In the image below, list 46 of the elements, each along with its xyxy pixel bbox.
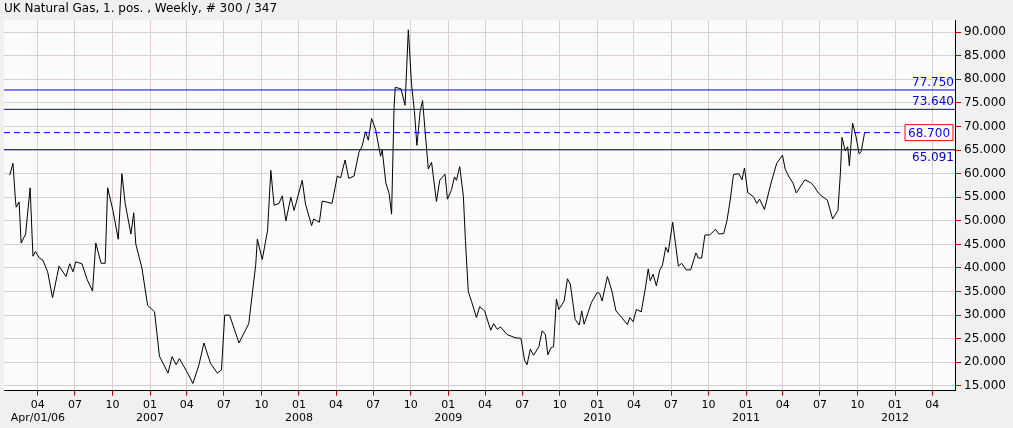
x-tick-label: 04 — [775, 398, 790, 412]
x-tick-label: 04 — [925, 398, 940, 412]
x-tick-label: 07 — [366, 398, 381, 412]
y-tick-label: 20.000 — [964, 354, 1007, 369]
y-tick-label: 15.000 — [964, 378, 1007, 393]
x-tick-label: 10 — [105, 398, 120, 412]
y-tick-label: 90.000 — [964, 24, 1007, 39]
y-tick-label: 50.000 — [964, 212, 1007, 227]
x-tick-label: 01 2008 — [284, 398, 313, 425]
x-tick-label: 04 — [626, 398, 641, 412]
x-tick-label: 10 — [403, 398, 418, 412]
y-tick-label: 30.000 — [964, 307, 1007, 322]
x-tick-label: 04 Apr/01/06 — [10, 398, 66, 425]
x-tick-label: 07 — [515, 398, 530, 412]
x-tick-label: 10 — [552, 398, 567, 412]
x-tick-label: 01 2009 — [434, 398, 463, 425]
y-tick-label: 25.000 — [964, 330, 1007, 345]
ref-line-label: 77.750 — [912, 75, 955, 90]
y-tick-label: 85.000 — [964, 47, 1007, 62]
x-tick-label: 04 — [179, 398, 194, 412]
y-tick-label: 70.000 — [964, 118, 1007, 133]
ref-line-label: 65.091 — [912, 149, 955, 164]
y-tick-label: 65.000 — [964, 142, 1007, 157]
x-tick-label: 01 2012 — [881, 398, 910, 425]
y-tick-label: 35.000 — [964, 283, 1007, 298]
x-tick-label: 07 — [67, 398, 82, 412]
y-tick-label: 80.000 — [964, 71, 1007, 86]
ref-line-label: 73.640 — [912, 94, 955, 109]
x-tick-label: 07 — [664, 398, 679, 412]
chart-title: UK Natural Gas, 1. pos. , Weekly, # 300 / 347 — [4, 1, 278, 16]
x-tick-label: 01 2011 — [732, 398, 761, 425]
y-tick-label: 40.000 — [964, 260, 1007, 275]
ref-line-label: 68.700 — [908, 125, 951, 140]
x-tick-label: 01 2007 — [136, 398, 165, 425]
x-tick-label: 07 — [812, 398, 827, 412]
x-tick-label: 07 — [216, 398, 231, 412]
x-tick-label: 10 — [850, 398, 865, 412]
x-tick-label: 04 — [329, 398, 344, 412]
y-tick-label: 75.000 — [964, 95, 1007, 110]
x-tick-label: 01 2010 — [583, 398, 612, 425]
x-tick-label: 04 — [478, 398, 493, 412]
x-tick-label: 10 — [701, 398, 716, 412]
x-tick-label: 10 — [254, 398, 269, 412]
y-tick-label: 55.000 — [964, 189, 1007, 204]
y-tick-label: 45.000 — [964, 236, 1007, 251]
y-tick-label: 60.000 — [964, 165, 1007, 180]
